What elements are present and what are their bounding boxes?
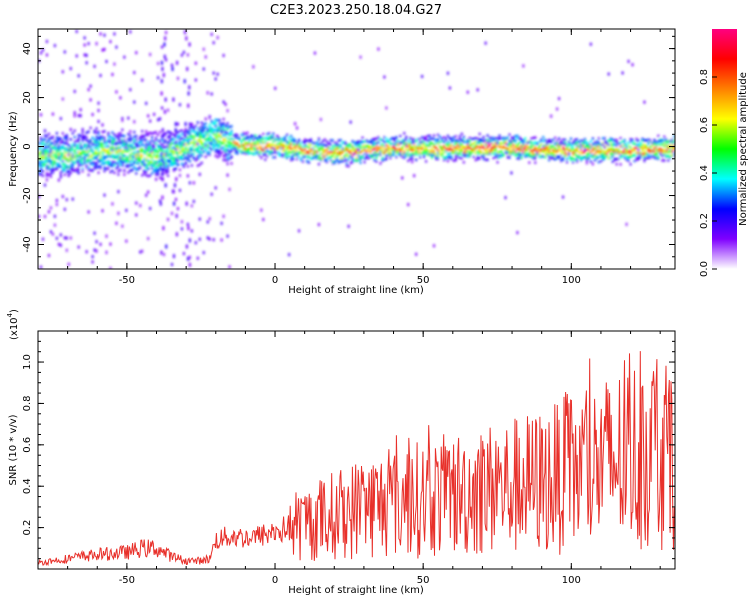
snr-y-ticks: 0.2 0.4 0.6 0.8 1.0 (22, 330, 675, 570)
y-tick-label: 0 (22, 143, 33, 149)
y-tick-label: 0.6 (22, 437, 33, 453)
spectrogram-x-label: Height of straight line (km) (288, 285, 424, 296)
x-tick-label: 50 (417, 275, 430, 286)
x-tick-label: 50 (417, 575, 430, 586)
y-tick-label: -20 (22, 187, 33, 203)
colorbar-bar (712, 29, 737, 269)
y-tick-label: 20 (22, 91, 33, 104)
svg-text:(x104): (x104) (6, 309, 20, 340)
spectrogram-x-ticks: -50 0 50 100 (37, 29, 661, 286)
colorbar-tick-label: 0.4 (699, 165, 710, 181)
spectrogram-y-label: Frequency (Hz) (8, 111, 19, 187)
x-tick-label: 100 (562, 575, 581, 586)
y-tick-label: -40 (22, 236, 33, 252)
snr-x-ticks: -50 0 50 100 (37, 331, 661, 586)
snr-frame (37, 330, 676, 570)
colorbar-label: Normalized spectral amplitude (738, 72, 749, 226)
y-tick-label: 0.8 (22, 395, 33, 411)
colorbar-ticks: 0.0 0.2 0.4 0.6 0.8 (699, 69, 717, 277)
colorbar: 0.0 0.2 0.4 0.6 0.8 Normalized spectral ampl… (699, 29, 749, 277)
spectrogram-heatmap (38, 29, 675, 269)
y-tick-label: 1.0 (22, 354, 33, 370)
y-tick-label: 0.2 (22, 520, 33, 536)
y-tick-label: 40 (22, 42, 33, 55)
x-tick-label: -50 (119, 575, 135, 586)
spectrogram-frame (37, 28, 676, 270)
snr-panel: -50 0 50 100 0.2 0.4 0.6 0.8 1.0 Height of stra… (6, 309, 676, 596)
x-tick-label: 0 (272, 275, 278, 286)
y-tick-label: 0.4 (22, 478, 33, 494)
snr-multiplier-close: ) (9, 309, 20, 313)
colorbar-tick-label: 0.2 (699, 213, 710, 229)
colorbar-tick-label: 0.6 (699, 117, 710, 133)
snr-x-label: Height of straight line (km) (288, 585, 424, 596)
snr-multiplier-base: (x10 (9, 317, 20, 340)
x-tick-label: 100 (562, 275, 581, 286)
spectrogram-panel: -50 0 50 100 -40 -20 0 20 40 Height of straight… (8, 28, 676, 296)
figure-title: C2E3.2023.250.18.04.G27 (270, 3, 442, 18)
snr-multiplier-exp: 4 (6, 312, 14, 317)
snr-series-line (38, 351, 675, 567)
x-tick-label: 0 (272, 575, 278, 586)
x-tick-label: -50 (119, 275, 135, 286)
snr-y-label: SNR (10 * v/v) (8, 414, 19, 485)
snr-multiplier: (x104) (6, 309, 20, 340)
colorbar-tick-label: 0.8 (699, 69, 710, 85)
colorbar-tick-label: 0.0 (699, 261, 710, 277)
spectrogram-y-ticks: -40 -20 0 20 40 (22, 35, 675, 270)
